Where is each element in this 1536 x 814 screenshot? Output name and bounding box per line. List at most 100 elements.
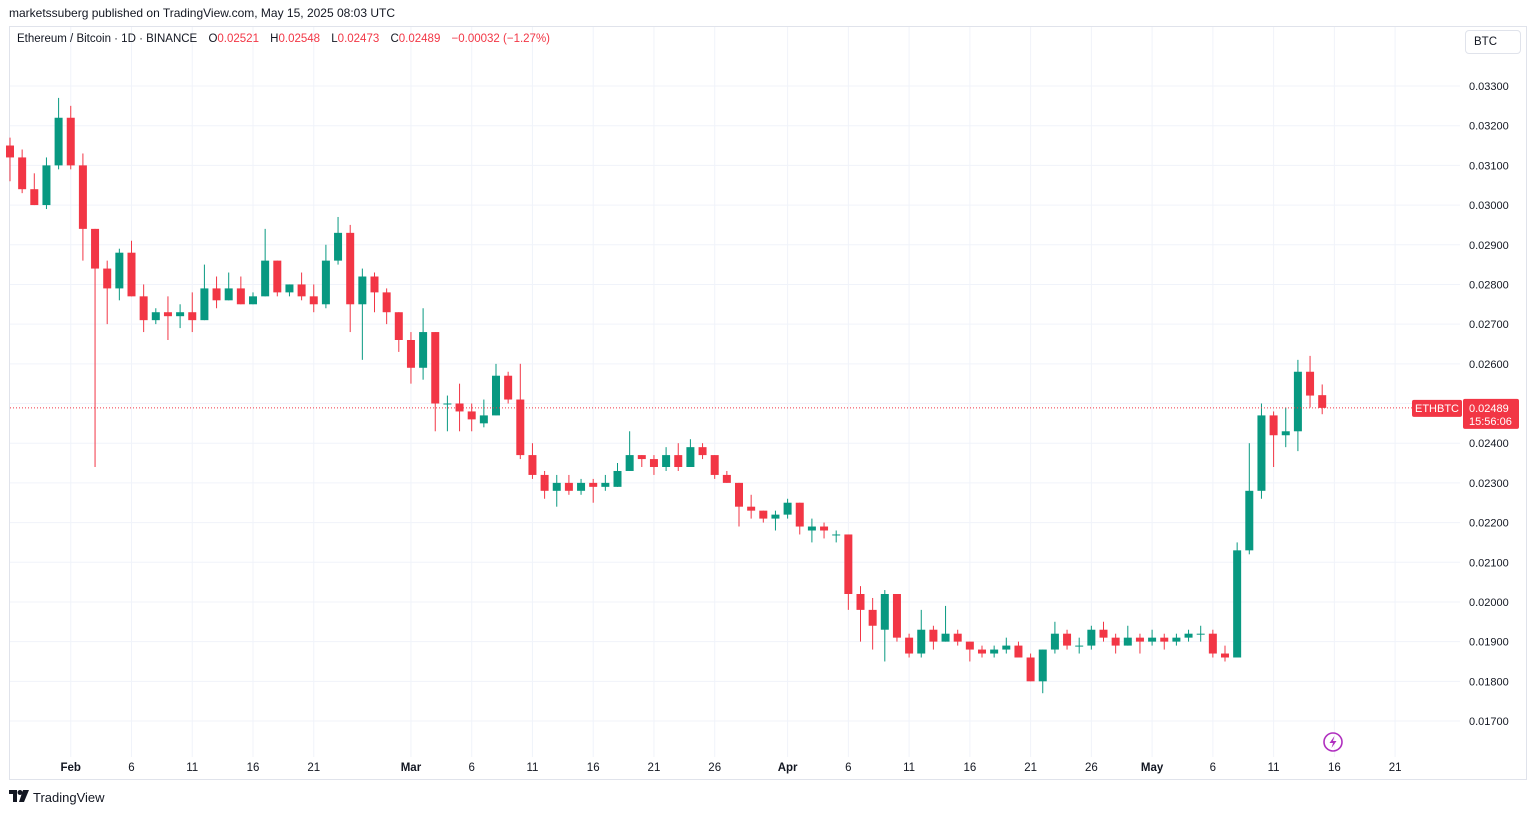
candle[interactable] xyxy=(722,470,731,483)
candle[interactable] xyxy=(1026,653,1035,682)
candle[interactable] xyxy=(66,105,75,170)
candle[interactable] xyxy=(1123,625,1132,646)
candle[interactable] xyxy=(1257,403,1266,499)
candle[interactable] xyxy=(735,482,743,527)
candle[interactable] xyxy=(892,594,901,642)
candle[interactable] xyxy=(261,228,270,297)
candle[interactable] xyxy=(990,645,999,658)
candle[interactable] xyxy=(880,590,889,662)
candle[interactable] xyxy=(917,609,926,658)
candle[interactable] xyxy=(358,268,367,360)
tradingview-logo[interactable]: TradingView xyxy=(9,789,105,805)
candle[interactable] xyxy=(929,625,938,650)
candle[interactable] xyxy=(334,216,343,265)
candle[interactable] xyxy=(953,629,962,646)
candle[interactable] xyxy=(492,363,500,416)
candle[interactable] xyxy=(236,276,245,305)
symbol-description[interactable]: Ethereum / Bitcoin · 1D · BINANCE xyxy=(17,33,198,45)
candle[interactable] xyxy=(176,304,185,329)
candle[interactable] xyxy=(1050,621,1059,654)
candle[interactable] xyxy=(6,137,14,182)
candle[interactable] xyxy=(1293,359,1302,452)
candle[interactable] xyxy=(127,240,136,297)
candle[interactable] xyxy=(601,474,610,491)
candle[interactable] xyxy=(1245,443,1254,555)
candle[interactable] xyxy=(18,149,27,194)
candle[interactable] xyxy=(844,534,853,610)
candle[interactable] xyxy=(467,403,476,432)
candle[interactable] xyxy=(443,395,452,432)
candle[interactable] xyxy=(759,510,768,523)
candle[interactable] xyxy=(382,288,391,325)
candle[interactable] xyxy=(1075,637,1084,654)
candle[interactable] xyxy=(1208,629,1217,658)
candle[interactable] xyxy=(1038,649,1047,694)
candle[interactable] xyxy=(686,439,695,467)
candle[interactable] xyxy=(455,383,464,432)
candle[interactable] xyxy=(1111,633,1120,654)
candle[interactable] xyxy=(406,332,415,384)
candle[interactable] xyxy=(795,502,804,535)
candle[interactable] xyxy=(103,260,112,325)
candle[interactable] xyxy=(1221,645,1229,662)
candle[interactable] xyxy=(419,308,428,380)
candle[interactable] xyxy=(662,447,671,471)
candle[interactable] xyxy=(212,276,221,309)
candle[interactable] xyxy=(613,463,622,487)
candle[interactable] xyxy=(1318,384,1327,415)
candle[interactable] xyxy=(820,522,829,539)
candle[interactable] xyxy=(297,272,306,301)
candle[interactable] xyxy=(394,312,403,352)
candle[interactable] xyxy=(1233,542,1242,658)
candle[interactable] xyxy=(321,244,330,309)
candle[interactable] xyxy=(540,470,549,499)
candle[interactable] xyxy=(1269,411,1278,467)
candle[interactable] xyxy=(747,494,756,519)
candle[interactable] xyxy=(516,363,525,460)
candle[interactable] xyxy=(115,248,124,301)
candle[interactable] xyxy=(54,97,63,170)
candle[interactable] xyxy=(91,228,100,467)
candle[interactable] xyxy=(856,586,865,642)
candle[interactable] xyxy=(479,399,488,428)
candle[interactable] xyxy=(649,455,658,475)
candle[interactable] xyxy=(552,474,561,507)
candle[interactable] xyxy=(249,292,257,305)
candle[interactable] xyxy=(577,478,586,495)
candle[interactable] xyxy=(163,296,172,340)
candle[interactable] xyxy=(200,264,209,321)
candle[interactable] xyxy=(431,332,440,432)
candle[interactable] xyxy=(674,443,683,471)
candle[interactable] xyxy=(1196,625,1205,642)
candle[interactable] xyxy=(1306,355,1315,408)
candle[interactable] xyxy=(42,157,51,210)
candle[interactable] xyxy=(941,605,950,642)
candle[interactable] xyxy=(1184,629,1193,642)
candle[interactable] xyxy=(698,443,707,460)
candle[interactable] xyxy=(589,478,598,503)
candle[interactable] xyxy=(504,371,513,404)
candle[interactable] xyxy=(1160,633,1169,650)
candle[interactable] xyxy=(30,173,39,206)
candle[interactable] xyxy=(905,633,914,658)
candle[interactable] xyxy=(1281,407,1290,448)
candle[interactable] xyxy=(285,284,294,297)
candle[interactable] xyxy=(783,498,792,519)
candle[interactable] xyxy=(528,443,537,479)
candle[interactable] xyxy=(978,645,986,658)
lightning-icon[interactable] xyxy=(1323,732,1343,752)
candle[interactable] xyxy=(309,284,318,313)
candle[interactable] xyxy=(965,641,974,662)
candle[interactable] xyxy=(151,308,160,325)
candle[interactable] xyxy=(1014,641,1023,658)
candle[interactable] xyxy=(78,153,87,261)
candle[interactable] xyxy=(139,284,148,333)
candle[interactable] xyxy=(1099,621,1108,642)
symbol-price-tag[interactable]: ETHBTC xyxy=(1412,399,1462,417)
candle[interactable] xyxy=(625,431,634,471)
candle[interactable] xyxy=(868,597,877,650)
candle[interactable] xyxy=(807,518,816,543)
candle[interactable] xyxy=(1148,629,1157,646)
